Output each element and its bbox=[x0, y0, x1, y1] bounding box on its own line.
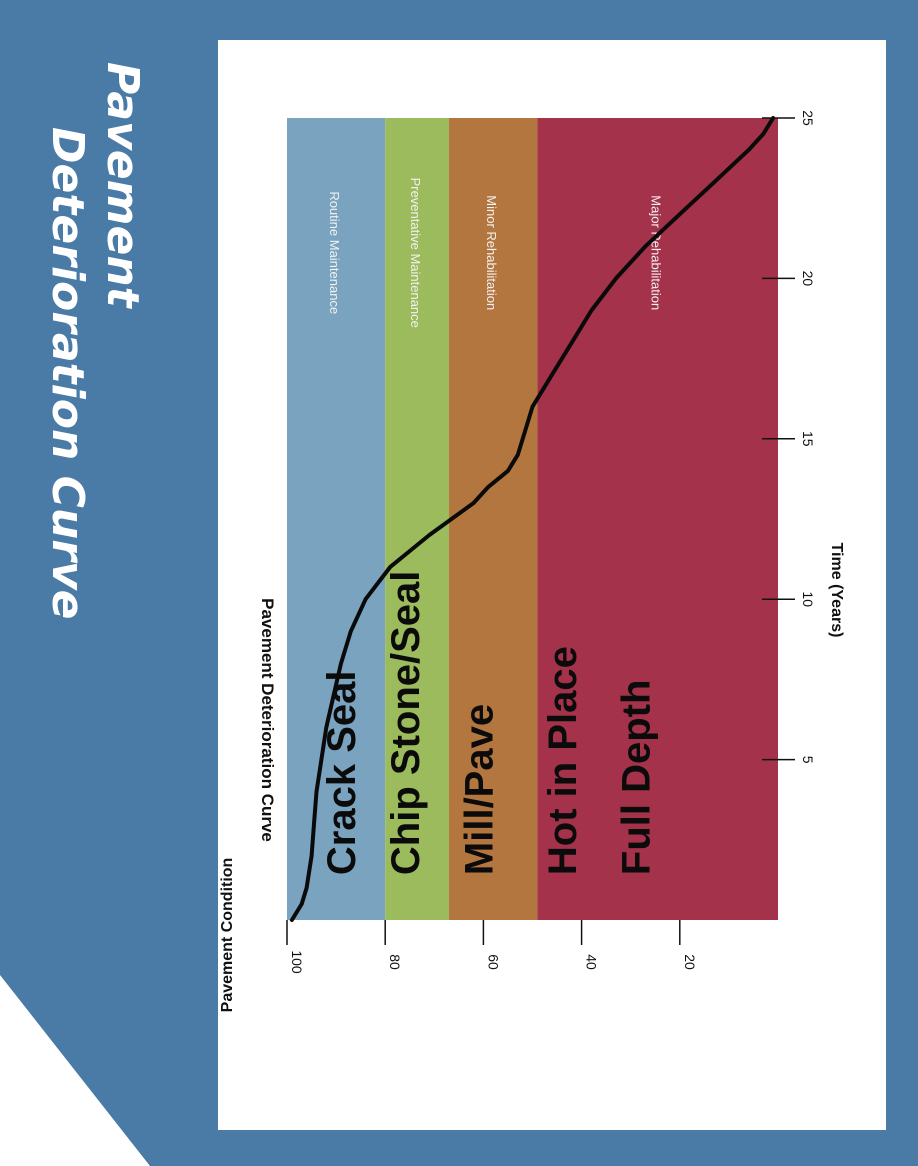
y-tick-group-5: 20 bbox=[682, 954, 698, 970]
x-tick-label-3: 15 bbox=[800, 431, 816, 447]
treatment-labels: Crack Seal Chip Stone/Seal Mill/Pave Hot in… bbox=[320, 571, 659, 876]
zone-label-1: Routine Maintenance bbox=[327, 191, 342, 314]
y-tick-label-3: 60 bbox=[485, 954, 501, 970]
y-tick-group-1: 100 bbox=[289, 950, 305, 974]
treatment-group-1: Crack Seal bbox=[320, 670, 364, 875]
y-tick-group-4: 40 bbox=[584, 954, 600, 970]
x-tick-label-5: 25 bbox=[800, 110, 816, 126]
y-axis-ticks: 100 80 60 40 20 bbox=[286, 920, 698, 974]
x-tick-label-1: 5 bbox=[800, 756, 816, 764]
treatment-label-5: Full Depth bbox=[615, 680, 659, 876]
treatment-group-2: Chip Stone/Seal bbox=[384, 571, 428, 876]
treatment-group-4: Hot in Place bbox=[541, 646, 585, 875]
zone-band-3 bbox=[449, 118, 538, 920]
treatment-label-3: Mill/Pave bbox=[457, 704, 501, 875]
y-axis-title-group: Pavement Condition bbox=[219, 858, 236, 1013]
zone-band-1 bbox=[287, 118, 386, 920]
x-tick-group-3: 15 bbox=[800, 431, 816, 447]
x-tick-group-1: 5 bbox=[800, 756, 816, 764]
treatment-label-1: Crack Seal bbox=[320, 670, 364, 875]
deterioration-curve-layer bbox=[289, 116, 776, 922]
chart-title: Pavement Deterioration Curve bbox=[258, 598, 277, 842]
y-tick-label-5: 20 bbox=[682, 954, 698, 970]
x-tick-group-4: 20 bbox=[800, 271, 816, 287]
x-tick-group-5: 25 bbox=[800, 110, 816, 126]
zone-label-group-2: Preventative Maintenance bbox=[408, 178, 423, 328]
y-tick-group-2: 80 bbox=[387, 954, 403, 970]
treatment-group-5: Full Depth bbox=[615, 680, 659, 876]
y-tick-group-3: 60 bbox=[485, 954, 501, 970]
deterioration-curve bbox=[289, 116, 776, 922]
slide-title-line1: Pavement bbox=[97, 62, 148, 310]
zone-label-group-3: Minor Rehabilitation bbox=[484, 195, 499, 310]
zone-label-group-4: Major Rehabilitation bbox=[649, 195, 664, 310]
y-tick-label-2: 80 bbox=[387, 954, 403, 970]
y-axis-title: Pavement Condition bbox=[219, 858, 236, 1013]
treatment-group-3: Mill/Pave bbox=[457, 704, 501, 875]
x-axis-title: Time (Years) bbox=[828, 543, 845, 638]
zone-label-group-1: Routine Maintenance bbox=[327, 191, 342, 314]
y-tick-label-1: 100 bbox=[289, 950, 305, 974]
x-tick-group-2: 10 bbox=[800, 591, 816, 607]
zone-label-2: Preventative Maintenance bbox=[408, 178, 423, 328]
treatment-label-4: Hot in Place bbox=[541, 646, 585, 875]
zone-labels: Routine Maintenance Preventative Maintena… bbox=[327, 178, 664, 328]
slide-title-group: Pavement Deterioration Curve bbox=[42, 62, 148, 619]
x-axis-title-group: Time (Years) bbox=[828, 543, 845, 638]
zone-band-4 bbox=[537, 118, 778, 920]
treatment-label-2: Chip Stone/Seal bbox=[384, 571, 428, 876]
zone-label-3: Minor Rehabilitation bbox=[484, 195, 499, 310]
zone-label-4: Major Rehabilitation bbox=[649, 195, 664, 310]
condition-zones bbox=[287, 118, 778, 920]
zone-band-2 bbox=[385, 118, 450, 920]
y-tick-label-4: 40 bbox=[584, 954, 600, 970]
x-tick-label-2: 10 bbox=[800, 591, 816, 607]
x-tick-label-4: 20 bbox=[800, 271, 816, 287]
chart-title-group: Pavement Deterioration Curve bbox=[258, 598, 277, 842]
slide-title-line2: Deterioration Curve bbox=[42, 127, 93, 619]
x-axis-ticks: 5 10 15 20 25 bbox=[762, 110, 816, 764]
